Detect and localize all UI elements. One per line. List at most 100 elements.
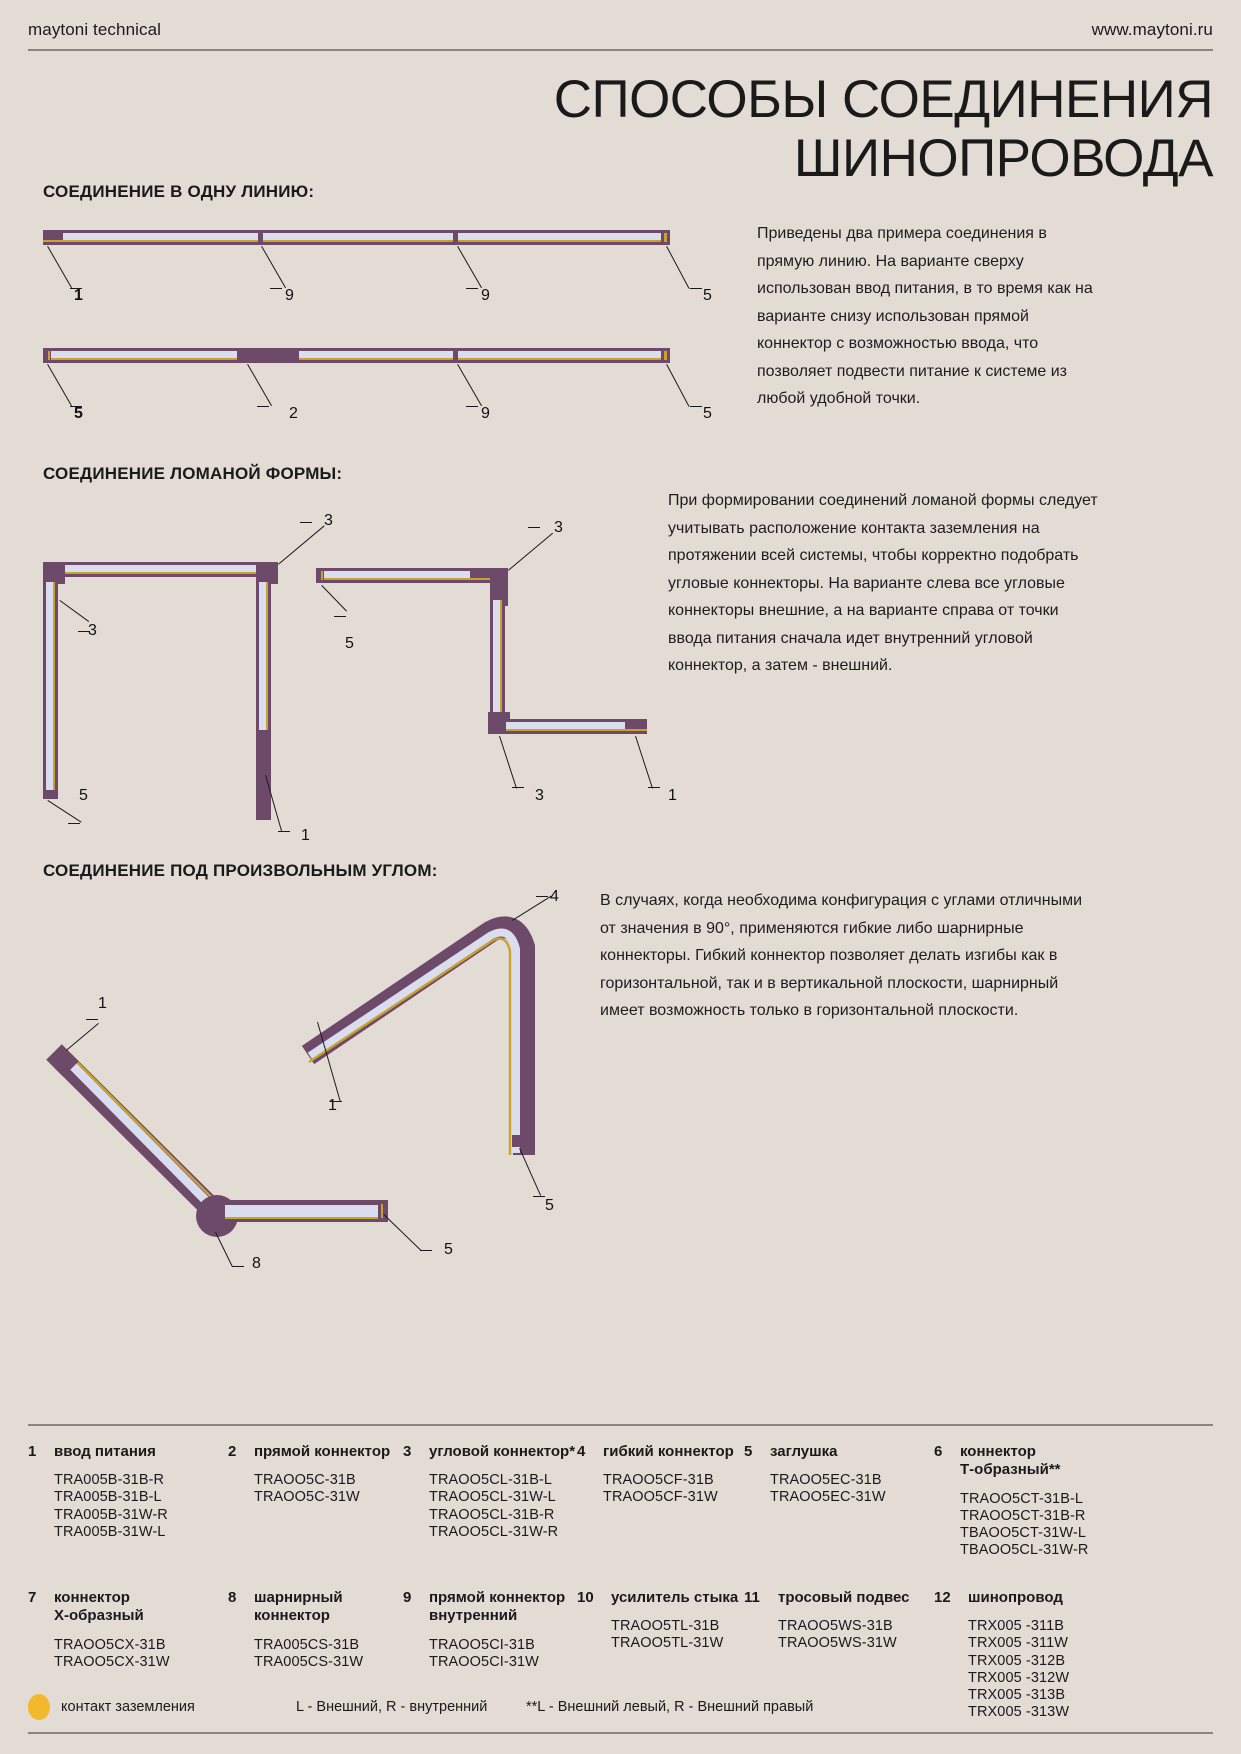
legend-item-index: 1 xyxy=(28,1443,37,1460)
busbar-inner-connector xyxy=(453,348,459,363)
legend-item-codes: TRAOO5EC-31B TRAOO5EC-31W xyxy=(770,1472,934,1506)
legend-item-codes: TRA005CS-31B TRA005CS-31W xyxy=(254,1637,403,1671)
busbar-core xyxy=(299,351,455,360)
product-code: TRAOO5TL-31W xyxy=(611,1635,724,1652)
leader-line xyxy=(278,831,290,832)
legend-top-divider xyxy=(28,1424,1213,1426)
product-code: TRX005 -311W xyxy=(968,1635,1069,1652)
legend-item-codes: TRAOO5CI-31B TRAOO5CI-31W xyxy=(429,1637,577,1671)
product-code: TRA005B-31W-L xyxy=(54,1523,166,1540)
leader-line xyxy=(528,527,540,528)
earth-stripe xyxy=(381,1204,384,1218)
product-code: TRAOO5C-31B xyxy=(254,1472,356,1489)
product-code: TRAOO5CL-31B-R xyxy=(429,1506,555,1523)
product-code: TRX005 -313B xyxy=(968,1686,1066,1703)
busbar-core xyxy=(458,351,663,360)
busbar-end-cap xyxy=(512,1135,534,1147)
busbar-corner-connector-internal xyxy=(490,568,508,606)
leader-line xyxy=(232,1266,244,1267)
busbar-segment xyxy=(43,582,58,794)
legend-item-name: коннектор Х-образный xyxy=(54,1589,144,1625)
busbar-end-cap xyxy=(661,230,670,245)
product-code: TRA005B-31B-L xyxy=(54,1489,162,1506)
busbar-segment xyxy=(63,562,261,577)
legend-item-index: 6 xyxy=(934,1443,943,1460)
product-code: TRX005 -312B xyxy=(968,1652,1066,1669)
legend-item-index: 5 xyxy=(744,1443,753,1460)
callout-number: 3 xyxy=(324,512,333,529)
busbar-segment xyxy=(263,230,455,245)
earth-stripe xyxy=(506,728,628,731)
product-code: TRAOO5EC-31W xyxy=(770,1489,886,1506)
product-code: TRAOO5CL-31W-R xyxy=(429,1523,559,1540)
busbar-inner-connector xyxy=(258,230,264,245)
earth-stripe xyxy=(47,351,50,360)
legend-item-codes: TRAOO5TL-31B TRAOO5TL-31W xyxy=(611,1618,744,1652)
legend-item-2: 2 прямой коннектор TRAOO5C-31B TRAOO5C-3… xyxy=(228,1443,403,1559)
product-code: TRA005CS-31W xyxy=(254,1653,364,1670)
legend-item-4: 4 гибкий коннектор TRAOO5CF-31B TRAOO5CF… xyxy=(577,1443,744,1559)
legend-item-name: усилитель стыка xyxy=(611,1589,739,1607)
product-code: TBAOO5CL-31W-R xyxy=(960,1541,1089,1558)
earth-stripe xyxy=(67,1052,231,1217)
product-code: TRAOO5TL-31B xyxy=(611,1618,720,1635)
product-code: TRAOO5CT-31B-R xyxy=(960,1507,1086,1524)
earth-stripe xyxy=(299,357,455,360)
legend-item-name: коннектор Т-образный** xyxy=(960,1443,1061,1479)
legend-item-12: 12 шинопровод TRX005 -311B TRX005 -311W … xyxy=(934,1589,1134,1721)
leader-line xyxy=(666,246,690,289)
section-2-description: При формировании соединений ломаной форм… xyxy=(668,492,1098,675)
callout-number: 5 xyxy=(444,1241,453,1258)
busbar-core xyxy=(324,571,472,580)
busbar-segment xyxy=(458,230,663,245)
busbar-corner-connector-external xyxy=(488,712,510,734)
leader-line xyxy=(257,406,269,407)
website-label: www.maytoni.ru xyxy=(1091,20,1213,39)
legend-item-10: 10 усилитель стыка TRAOO5TL-31B TRAOO5TL… xyxy=(577,1589,744,1721)
leader-line xyxy=(420,1250,432,1251)
leader-line xyxy=(666,364,690,407)
earth-stripe xyxy=(499,600,502,720)
product-code: TRAOO5CL-31B-L xyxy=(429,1472,553,1489)
product-code: TRX005 -312W xyxy=(968,1669,1070,1686)
busbar-power-feed xyxy=(256,730,271,820)
legend-item-7: 7 коннектор Х-образный TRAOO5CX-31B TRAO… xyxy=(28,1589,228,1721)
callout-number: 5 xyxy=(74,405,83,422)
page-title-line-2: ШИНОПРОВОДА xyxy=(793,129,1214,189)
busbar-core xyxy=(63,565,261,574)
legend-item-name: ввод питания xyxy=(54,1443,156,1460)
leader-line xyxy=(466,288,478,289)
page-header: maytoni technical www.maytoni.ru xyxy=(28,20,1213,51)
leader-line xyxy=(78,631,90,632)
leader-line xyxy=(499,736,517,789)
legend-item-index: 12 xyxy=(934,1589,951,1607)
legend-item-index: 10 xyxy=(577,1589,594,1607)
leader-line xyxy=(70,406,82,407)
leader-line xyxy=(261,246,286,289)
busbar-segment xyxy=(458,348,663,363)
legend-item-codes: TRAOO5C-31B TRAOO5C-31W xyxy=(254,1472,403,1506)
note-single-asterisk: L - Внешний, R - внутренний xyxy=(296,1699,488,1715)
legend-item-6: 6 коннектор Т-образный** TRAOO5CT-31B-L … xyxy=(934,1443,1134,1559)
busbar-segment xyxy=(51,348,239,363)
legend-item-index: 9 xyxy=(403,1589,412,1607)
busbar-end-cap xyxy=(661,348,670,363)
legend-item-codes: TRAOO5CF-31B TRAOO5CF-31W xyxy=(603,1472,744,1506)
legend-item-index: 11 xyxy=(744,1589,760,1607)
busbar-power-feed xyxy=(625,719,647,734)
earth-stripe xyxy=(458,357,663,360)
product-code: TBAOO5CT-31W-L xyxy=(960,1524,1087,1541)
legend-item-index: 8 xyxy=(228,1589,237,1607)
page-title: СПОСОБЫ СОЕДИНЕНИЯ ШИНОПРОВОДА xyxy=(233,70,1214,189)
leader-line xyxy=(47,364,72,407)
product-code: TRAOO5C-31W xyxy=(254,1489,360,1506)
legend-row-1: 1 ввод питания TRA005B-31B-R TRA005B-31B… xyxy=(28,1443,1213,1559)
callout-number: 5 xyxy=(545,1197,554,1214)
callout-number: 3 xyxy=(88,622,97,639)
leader-line xyxy=(270,288,282,289)
busbar-end-cap xyxy=(43,790,58,799)
callout-number: 1 xyxy=(98,995,107,1012)
earth-stripe xyxy=(324,577,472,580)
legend-item-5: 5 заглушка TRAOO5EC-31B TRAOO5EC-31W xyxy=(744,1443,934,1559)
product-code: TRAOO5CT-31B-L xyxy=(960,1490,1084,1507)
